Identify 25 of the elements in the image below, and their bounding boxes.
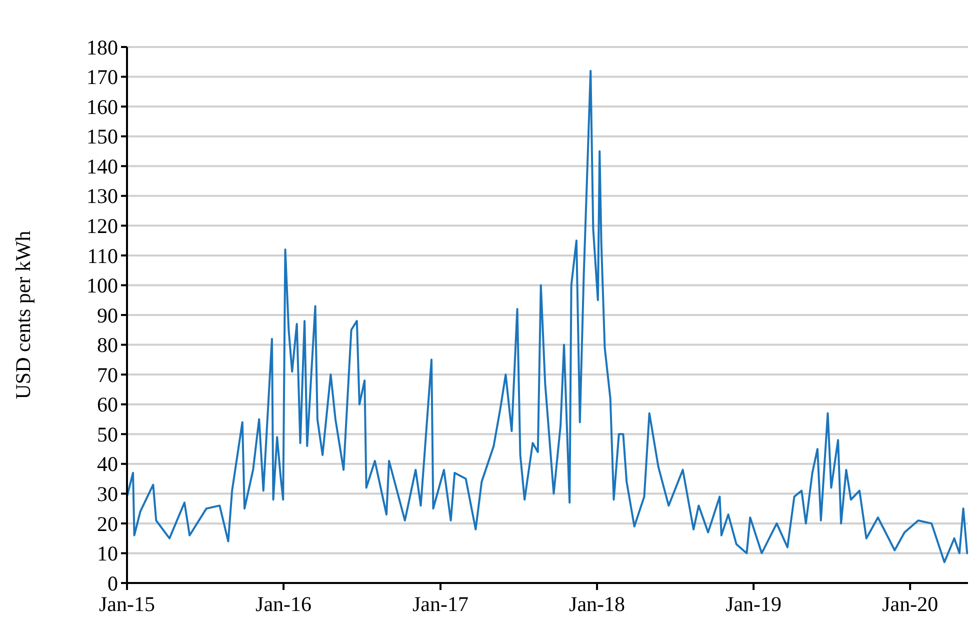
y-tick-label: 80 — [97, 333, 118, 358]
x-tick-label: Jan-17 — [412, 592, 468, 616]
y-tick-label: 70 — [97, 362, 118, 387]
y-tick-label: 30 — [97, 482, 118, 506]
line-series — [126, 70, 968, 564]
x-tick-label: Jan-18 — [569, 592, 626, 616]
y-tick-label: 160 — [86, 94, 118, 119]
x-tick-label: Jan-19 — [726, 592, 782, 616]
y-tick-label: 60 — [97, 392, 118, 417]
y-tick-label: 100 — [86, 274, 118, 298]
y-tick-label: 40 — [97, 452, 118, 476]
y-tick-label: 130 — [86, 184, 118, 208]
x-tick-label: Jan-20 — [882, 592, 938, 616]
y-tick-label: 90 — [97, 303, 118, 328]
y-tick-label: 20 — [97, 512, 118, 536]
y-tick-label: 170 — [86, 65, 118, 90]
y-tick-label: 110 — [87, 244, 118, 268]
y-tick-label: 140 — [86, 154, 118, 178]
y-tick-label: 180 — [86, 35, 118, 60]
y-tick-label: 50 — [97, 422, 118, 446]
y-axis-title: USD cents per kWh — [11, 230, 35, 400]
y-tick-label: 10 — [97, 542, 118, 566]
x-tick-label: Jan-16 — [256, 592, 312, 616]
y-tick-label: 150 — [86, 124, 118, 149]
y-tick-label: 120 — [86, 214, 118, 238]
